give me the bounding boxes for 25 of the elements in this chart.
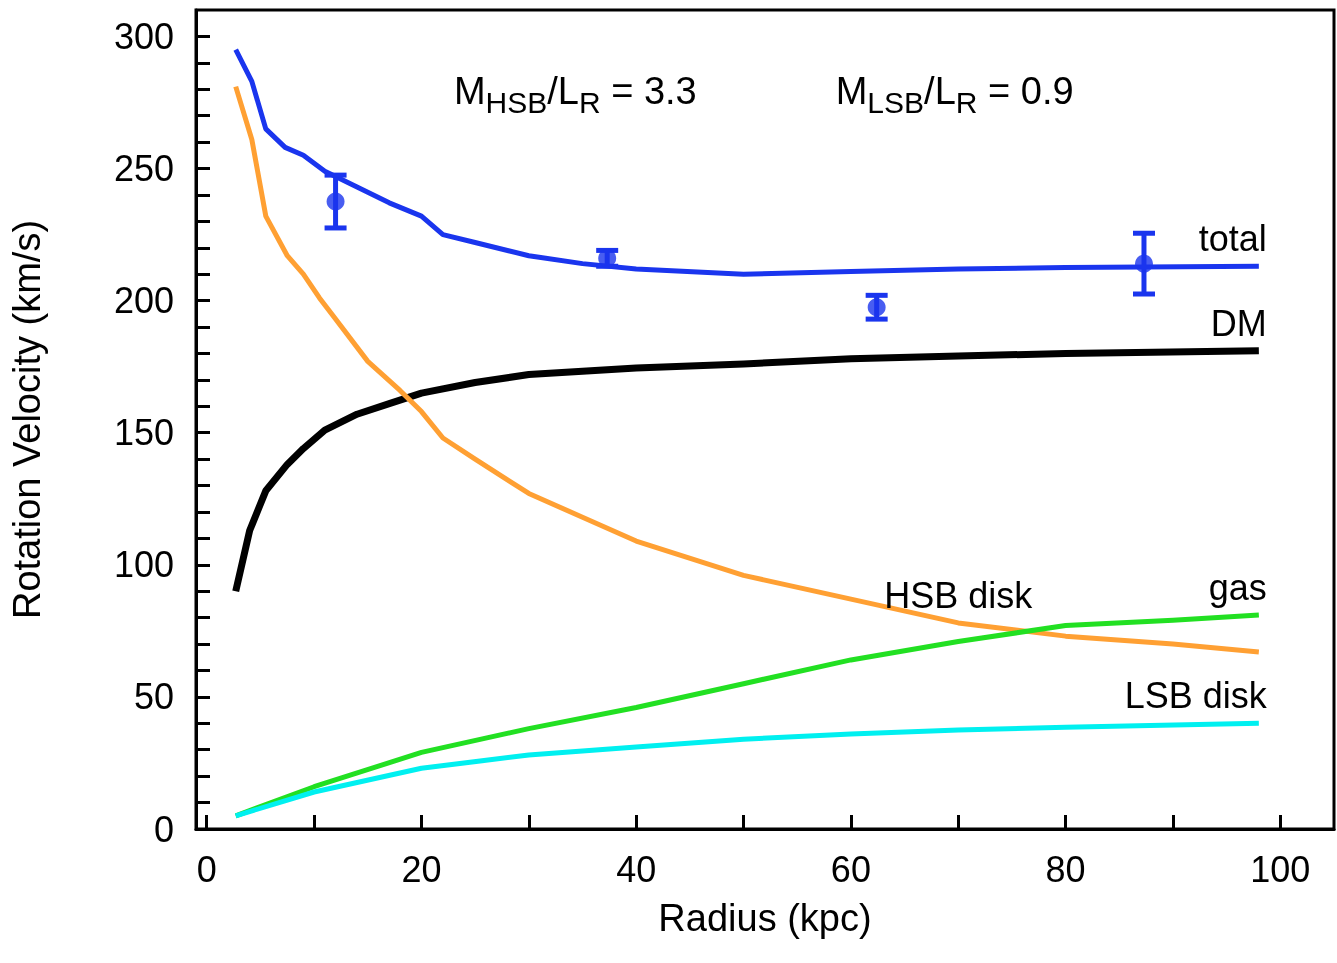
- series-label: LSB disk: [1124, 675, 1267, 718]
- x-tick-label: 80: [1045, 848, 1086, 890]
- x-tick-label: 0: [196, 848, 217, 890]
- annotation: M$_{LSB}$/L$_{R}$ = 0.9: [835, 70, 1074, 120]
- x-tick-label: 40: [616, 848, 657, 890]
- x-tick-label: 60: [830, 848, 871, 890]
- x-axis-title: Radius (kpc): [658, 897, 872, 939]
- x-tick-label: 20: [401, 848, 442, 890]
- y-axis-title: Rotation Velocity (km/s): [6, 219, 48, 620]
- x-tick-label: 100: [1250, 848, 1311, 890]
- annotation: M$_{HSB}$/L$_{R}$ = 3.3: [453, 70, 697, 120]
- y-tick-label: 0: [153, 808, 174, 850]
- point: [1134, 254, 1153, 273]
- series-label: gas: [1208, 567, 1267, 609]
- y-tick-label: 250: [113, 148, 174, 190]
- y-tick-label: 200: [113, 280, 174, 322]
- y-tick-label: 150: [113, 412, 174, 454]
- y-tick-label: 50: [133, 676, 174, 718]
- point: [867, 298, 886, 317]
- series-label: HSB disk: [884, 574, 1033, 617]
- y-tick-label: 100: [113, 544, 174, 586]
- series-label: total: [1198, 218, 1267, 261]
- point: [326, 192, 345, 211]
- series-label: DM: [1210, 302, 1267, 345]
- y-tick-label: 300: [113, 15, 174, 57]
